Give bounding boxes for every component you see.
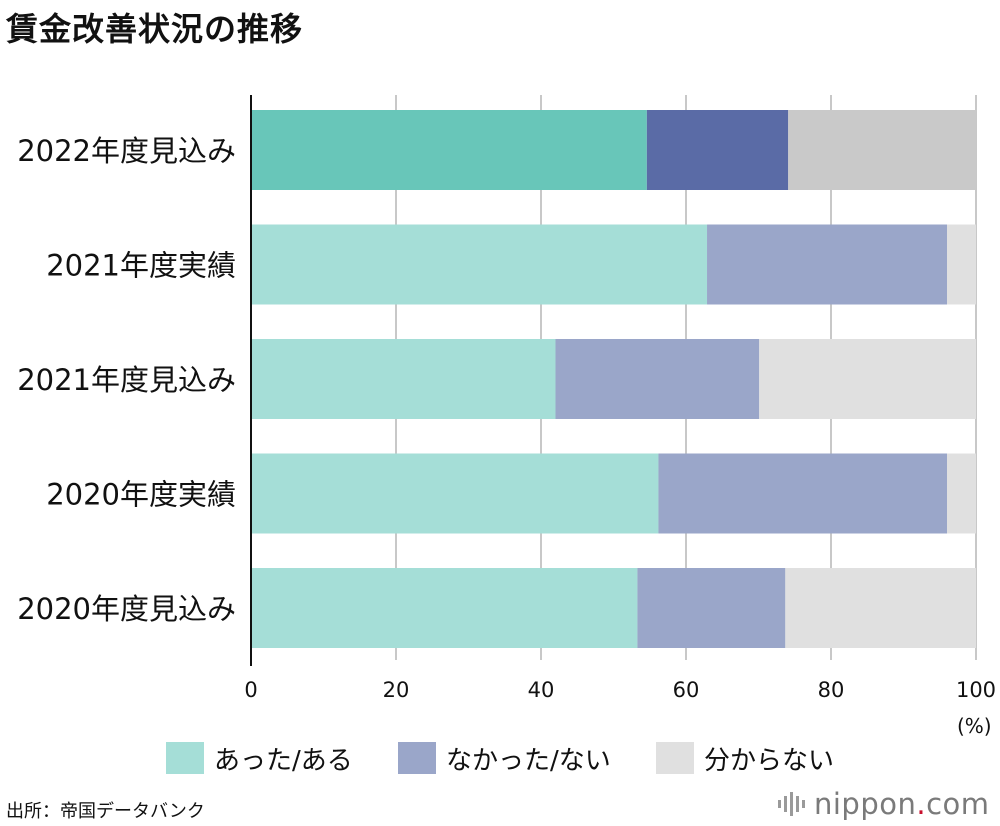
- category-label-0: 2022年度見込み: [17, 134, 236, 168]
- bar-0-series-0: [251, 110, 647, 190]
- legend-item-unknown: 分からない: [656, 738, 834, 778]
- axis-unit-label: (%): [957, 714, 992, 738]
- brand-logo: nippon.com: [776, 786, 990, 822]
- legend-item-yes: あった/ある: [166, 738, 353, 778]
- soundwave-icon: [778, 792, 805, 816]
- x-tick-label-4: 80: [818, 678, 845, 702]
- stacked-bar-chart: 2022年度見込み 2021年度実績 2021年度見込み 2020年度実績 2020年度…: [17, 95, 996, 702]
- x-tick-label-2: 40: [528, 678, 555, 702]
- source-note: 出所：帝国データバンク: [6, 801, 205, 822]
- bar-3-series-0: [251, 453, 659, 534]
- legend-item-no: なかった/ない: [398, 738, 611, 778]
- bar-4-series-0: [251, 568, 638, 648]
- bar-0-series-1: [646, 110, 789, 190]
- category-label-1: 2021年度実績: [46, 249, 236, 283]
- legend-swatch-yes: [166, 742, 204, 774]
- category-label-2: 2021年度見込み: [17, 363, 236, 397]
- bar-0-series-2: [788, 110, 976, 190]
- bar-4-series-1: [637, 568, 786, 648]
- bar-2-series-2: [759, 339, 976, 419]
- bar-4-series-2: [785, 568, 976, 648]
- brand-tld: com: [926, 787, 990, 821]
- category-label-3: 2020年度実績: [46, 478, 236, 512]
- legend-swatch-no: [398, 742, 436, 774]
- legend-swatch-unknown: [656, 742, 694, 774]
- bar-3-series-2: [947, 453, 976, 534]
- category-label-4: 2020年度見込み: [17, 592, 236, 626]
- chart-title: 賃金改善状況の推移: [6, 10, 304, 48]
- x-tick-label-0: 0: [244, 678, 257, 702]
- bar-2-series-0: [251, 339, 556, 419]
- brand-name: nippon.com: [814, 787, 990, 821]
- legend-label-no: なかった/ない: [446, 745, 611, 776]
- bar-1-series-1: [707, 224, 947, 305]
- brand-name-main: nippon: [814, 787, 917, 821]
- bar-1-series-0: [251, 224, 708, 305]
- x-tick-label-5: 100: [956, 678, 996, 702]
- legend: あった/ある なかった/ない 分からない: [0, 738, 1000, 778]
- legend-label-yes: あった/ある: [214, 745, 353, 776]
- x-tick-label-3: 60: [673, 678, 700, 702]
- bar-2-series-1: [555, 339, 760, 419]
- bar-1-series-2: [947, 224, 976, 305]
- legend-label-unknown: 分からない: [704, 745, 835, 776]
- bar-3-series-1: [658, 453, 947, 534]
- brand-dot: .: [916, 787, 927, 821]
- x-tick-label-1: 20: [383, 678, 410, 702]
